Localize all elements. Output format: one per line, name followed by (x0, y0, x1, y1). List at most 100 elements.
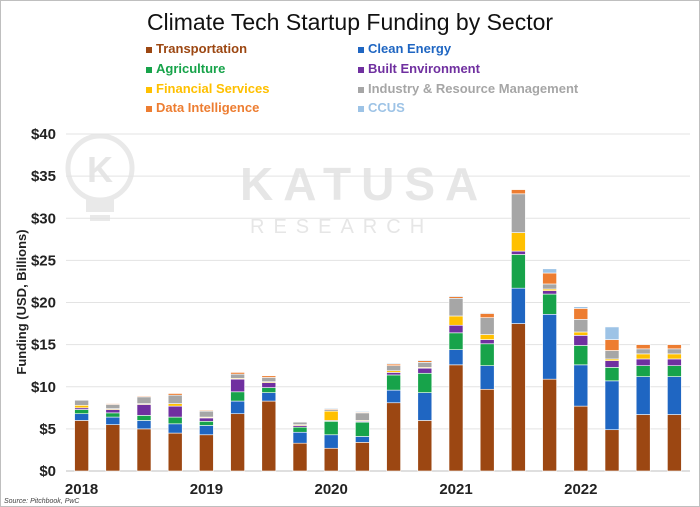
legend-label: Built Environment (368, 61, 481, 76)
chart-title: Climate Tech Startup Funding by Sector (147, 9, 553, 35)
bar-stack (323, 407, 339, 472)
bar-stack (199, 410, 214, 472)
bar-segment (261, 387, 277, 393)
bar-segment (199, 434, 214, 472)
source-note: Source: Pitchbook, PwC (4, 498, 80, 505)
bar-segment (479, 365, 495, 390)
bar-stack (511, 189, 526, 472)
bar-segment (511, 189, 526, 195)
x-tick-label: 2021 (439, 481, 472, 498)
legend-item: Agriculture (146, 61, 225, 76)
bar-segment (604, 429, 620, 472)
legend-swatch (146, 67, 152, 73)
x-axis: 2018 2019 2020 2021 2022 (65, 481, 598, 498)
bar-stack (292, 421, 308, 472)
bar-stack (479, 312, 495, 472)
bar-segment (136, 395, 152, 398)
bar-segment (667, 358, 682, 366)
legend-swatch (358, 67, 364, 73)
bar-segment (667, 376, 682, 415)
bar-segment (604, 339, 620, 351)
bar-segment (573, 335, 589, 346)
bar-segment (573, 345, 589, 366)
bar-segment (604, 367, 620, 382)
bar-segment (573, 364, 589, 407)
bar-segment (167, 423, 183, 434)
bar-segment (261, 382, 277, 388)
bar-segment (542, 283, 557, 290)
bar-segment (511, 323, 526, 472)
bar-segment (199, 410, 214, 418)
bar-segment (635, 414, 651, 472)
bar-segment (167, 394, 183, 404)
x-tick-label: 2020 (315, 481, 348, 498)
bar-segment (167, 432, 183, 472)
bar-segment (230, 391, 245, 402)
x-tick-label: 2018 (65, 481, 98, 498)
bar-segment (417, 372, 433, 393)
bar-segment (292, 442, 308, 472)
bar-segment (199, 410, 214, 412)
bar-segment (448, 324, 464, 334)
bar-segment (199, 420, 214, 426)
bar-segment (573, 319, 589, 333)
bar-stack (667, 344, 682, 472)
bar-segment (635, 353, 651, 360)
bar-segment (604, 350, 620, 360)
bar-segment (448, 297, 464, 317)
legend-item: Industry & Resource Management (358, 81, 579, 96)
legend-item: Transportation (146, 41, 247, 56)
bar-segment (604, 360, 620, 368)
bar-segment (417, 392, 433, 421)
bar-segment (635, 344, 651, 350)
bar-segment (417, 359, 433, 361)
x-tick-label: 2022 (564, 481, 597, 498)
bar-segment (167, 416, 183, 425)
bar-segment (355, 436, 370, 443)
y-tick-label: $15 (31, 337, 56, 354)
bar-segment (573, 331, 589, 336)
bar-segment (417, 420, 433, 472)
bar-stack (136, 395, 152, 472)
bar-segment (448, 315, 464, 326)
legend-label: Clean Energy (368, 41, 452, 56)
bar-segment (635, 376, 651, 415)
legend: Transportation Clean Energy Agriculture Bui… (146, 41, 579, 115)
legend-label: CCUS (368, 100, 405, 115)
bar-segment (230, 400, 245, 415)
bar-segment (448, 349, 464, 366)
bar-segment (635, 365, 651, 377)
bar-segment (261, 375, 277, 378)
bar-segment (542, 272, 557, 285)
bar-segment (105, 403, 121, 405)
bar-segment (386, 374, 401, 391)
bar-segment (448, 364, 464, 472)
bar-segment (479, 312, 495, 314)
bar-segment (479, 339, 495, 345)
bar-segment (136, 404, 152, 416)
svg-text:K: K (87, 149, 113, 190)
bar-segment (542, 293, 557, 315)
bar-segment (479, 343, 495, 366)
bar-stack (74, 399, 89, 472)
y-tick-label: $35 (31, 168, 56, 185)
bar-segment (417, 367, 433, 374)
bar-segment (386, 362, 401, 365)
bar-stack (635, 344, 651, 472)
y-tick-label: $25 (31, 252, 56, 269)
bar-segment (74, 409, 89, 415)
bar-segment (667, 344, 682, 350)
bar-stack (230, 372, 245, 472)
bar-segment (511, 250, 526, 255)
bar-segment (511, 232, 526, 252)
bar-stack (448, 295, 464, 472)
bar-segment (230, 372, 245, 375)
legend-item: Financial Services (146, 81, 269, 96)
legend-label: Financial Services (156, 81, 269, 96)
bar-stack (573, 306, 589, 472)
bar-segment (323, 420, 339, 436)
y-axis: $0 $5 $10 $15 $20 $25 $30 $35 $40 (31, 126, 56, 480)
bar-segment (74, 413, 89, 421)
